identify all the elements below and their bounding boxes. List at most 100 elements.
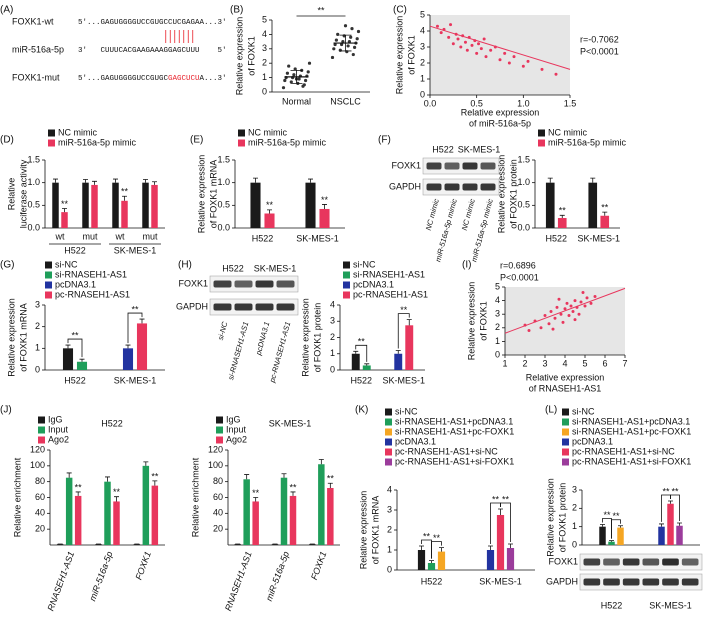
y-axis-label: of FOXK1 protein bbox=[508, 159, 518, 229]
x-tick-label: miR-516a-5p bbox=[87, 550, 114, 602]
error-bar bbox=[318, 459, 324, 465]
y-tick-label: 120 bbox=[30, 444, 45, 454]
y-tick-label: 1 bbox=[387, 544, 392, 554]
data-point bbox=[304, 78, 308, 83]
y-tick-label: 3 bbox=[262, 43, 267, 53]
data-point bbox=[482, 37, 486, 41]
legend-label: si-NC bbox=[55, 259, 78, 269]
blot-band bbox=[681, 578, 699, 586]
blot-band bbox=[213, 303, 232, 311]
legend-swatch bbox=[343, 281, 350, 289]
error-bar bbox=[244, 474, 250, 480]
data-point bbox=[503, 51, 507, 55]
x-tick-label: SK-MES-1 bbox=[577, 233, 620, 243]
legend-swatch bbox=[238, 139, 245, 147]
blot-band bbox=[426, 183, 442, 191]
bar bbox=[122, 348, 134, 370]
bar bbox=[305, 182, 316, 228]
data-point bbox=[451, 42, 455, 46]
significance-label: ** bbox=[61, 199, 69, 209]
blot-band bbox=[234, 280, 253, 288]
y-tick-label: 1.0 bbox=[217, 177, 230, 187]
y-tick-label: 40 bbox=[213, 508, 223, 518]
data-point bbox=[553, 316, 557, 320]
bar bbox=[417, 550, 426, 570]
blot-lane-label: NC mimic bbox=[424, 197, 441, 231]
y-tick-label: 2 bbox=[262, 58, 267, 68]
legend-label: miR-516a-5p mimic bbox=[548, 137, 627, 147]
x-tick-label: 1.0 bbox=[517, 98, 530, 108]
legend-swatch bbox=[562, 438, 569, 446]
sequence: 5'...GAGUGGGGUCCGUGCGAGCUCUA...3' bbox=[78, 75, 227, 83]
error-bar bbox=[139, 318, 145, 324]
significance-bracket bbox=[355, 344, 368, 362]
data-point bbox=[338, 48, 342, 52]
x-tick-label: H522 bbox=[252, 233, 274, 243]
data-point bbox=[332, 47, 336, 51]
x-tick-label: 2 bbox=[522, 358, 527, 368]
y-tick-label: 3 bbox=[35, 299, 40, 309]
data-point bbox=[356, 29, 361, 34]
error-bar bbox=[62, 208, 67, 213]
blot-frame bbox=[422, 157, 500, 175]
x-tick-label: Normal bbox=[282, 96, 311, 106]
sequence-part: 5'...GAGUGGGGUCCGUGC bbox=[78, 75, 169, 83]
y-tick-label: 1.0 bbox=[27, 177, 40, 187]
error-bar bbox=[508, 543, 513, 548]
significance-bracket bbox=[431, 541, 442, 559]
legend-swatch bbox=[385, 428, 392, 436]
blot-frame bbox=[209, 275, 299, 293]
y-tick-label: 0.0 bbox=[27, 222, 40, 232]
data-point bbox=[463, 40, 467, 44]
stat-label: P<0.0001 bbox=[500, 272, 539, 282]
bar bbox=[136, 323, 148, 370]
y-axis-label: of FOXK1 protein bbox=[557, 483, 567, 553]
error-bar bbox=[488, 545, 493, 550]
error-bar bbox=[253, 177, 258, 183]
x-tick-label: 3 bbox=[542, 358, 547, 368]
bar bbox=[151, 184, 158, 228]
blot-band bbox=[583, 558, 601, 566]
data-point bbox=[585, 296, 589, 300]
x-tick-label: 1 bbox=[502, 358, 507, 368]
significance-label: ** bbox=[423, 531, 431, 541]
data-point bbox=[583, 304, 587, 308]
significance-label: ** bbox=[71, 330, 79, 340]
legend-swatch bbox=[538, 129, 545, 137]
sd-whisker bbox=[290, 70, 303, 84]
legend-swatch bbox=[385, 438, 392, 446]
bar bbox=[394, 353, 403, 370]
legend-swatch bbox=[562, 458, 569, 466]
data-point bbox=[351, 52, 355, 57]
x-tick-label: wt bbox=[115, 231, 125, 241]
significance-bracket bbox=[611, 519, 621, 539]
blot-band bbox=[444, 162, 460, 170]
data-point bbox=[333, 42, 337, 47]
data-point bbox=[547, 322, 551, 326]
legend-label: Input bbox=[48, 424, 69, 434]
significance-label: ** bbox=[502, 494, 510, 504]
blot-band bbox=[462, 162, 478, 170]
blot-header: SK-MES-1 bbox=[254, 263, 297, 273]
bar bbox=[327, 488, 334, 545]
bar bbox=[600, 215, 610, 228]
x-tick-label: 5 bbox=[582, 358, 587, 368]
data-point bbox=[477, 42, 481, 46]
error-bar bbox=[406, 319, 412, 326]
data-point bbox=[470, 43, 474, 47]
data-point bbox=[475, 51, 479, 55]
data-point bbox=[307, 61, 312, 65]
x-tick-label: SK-MES-1 bbox=[649, 600, 692, 610]
bar bbox=[667, 503, 674, 545]
bar bbox=[142, 182, 149, 228]
bar bbox=[61, 212, 68, 228]
x-tick-label: H522 bbox=[545, 233, 567, 243]
bar bbox=[112, 182, 119, 228]
error-bar bbox=[66, 472, 72, 478]
error-bar bbox=[92, 180, 97, 185]
error-bar bbox=[281, 473, 287, 478]
x-tick-label: H522 bbox=[601, 600, 623, 610]
y-axis-label: Relative expression bbox=[300, 298, 310, 377]
data-point bbox=[539, 326, 543, 330]
bar bbox=[243, 479, 250, 545]
